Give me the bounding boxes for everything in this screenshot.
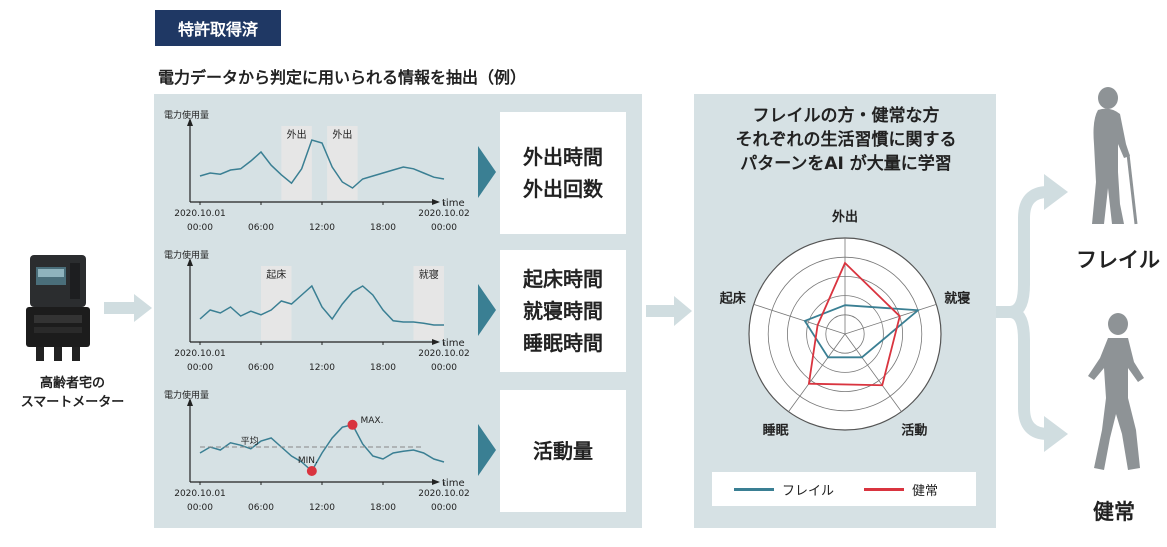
- series-line: [199, 284, 444, 326]
- meter-label-line2: スマートメーター: [20, 395, 125, 410]
- ai-title-line2: それぞれの生活習慣に関する: [735, 130, 957, 150]
- radar-legend: フレイル 健常: [712, 472, 976, 506]
- radar-spoke: [844, 303, 937, 335]
- x-axis-arrow: [432, 479, 440, 485]
- highlight-region: [281, 126, 312, 200]
- line-chart-3: 電力使用量 time 2020.10.01 00:00 06:00 12:00 18:00 2…: [164, 389, 470, 513]
- max-point: [347, 419, 358, 430]
- x-tick-date: 2020.10.02: [418, 209, 470, 219]
- radar-spoke: [788, 333, 846, 412]
- x-tick-time: 18:00: [370, 503, 396, 513]
- x-axis-arrow: [432, 199, 440, 205]
- x-tick-time: 06:00: [248, 503, 274, 513]
- radar-axis-label: 就寝: [944, 291, 970, 307]
- ai-title-line1: フレイルの方・健常な方: [752, 106, 940, 126]
- section-subtitle: 電力データから判定に用いられる情報を抽出（例）: [158, 68, 527, 87]
- radar-spoke: [753, 303, 846, 335]
- x-axis-label: time: [442, 198, 465, 209]
- output-wake-time: 起床時間: [523, 267, 603, 291]
- x-tick-time: 12:00: [309, 223, 335, 233]
- chevron-right-icon: [478, 284, 496, 336]
- legend-swatch-frail: [734, 488, 774, 491]
- fork-arrow-icon: [996, 174, 1068, 452]
- x-tick-time: 18:00: [370, 223, 396, 233]
- x-tick-date: 2020.10.01: [174, 209, 226, 219]
- chevron-right-icon: [478, 424, 496, 476]
- x-tick-time: 12:00: [309, 363, 335, 373]
- radar-spoke: [844, 333, 902, 412]
- meter-label: 高齢者宅の スマートメーター: [0, 374, 145, 412]
- x-axis-label: time: [442, 478, 465, 489]
- runner-icon: [1088, 313, 1144, 470]
- x-tick-date: 2020.10.02: [418, 489, 470, 499]
- arrow-right-icon: [646, 296, 692, 326]
- x-tick-time: 06:00: [248, 363, 274, 373]
- min-point: [306, 466, 317, 476]
- arrow-right-icon: [104, 294, 152, 322]
- radar-axis-label: 外出: [831, 209, 858, 225]
- x-tick-time: 12:00: [309, 503, 335, 513]
- smart-meter-icon: [26, 255, 90, 361]
- y-axis-arrow: [187, 398, 193, 406]
- legend-label-frail: フレイル: [782, 484, 835, 499]
- x-tick-time: 00:00: [431, 503, 457, 513]
- x-tick-time: 18:00: [370, 363, 396, 373]
- radar-series: [803, 304, 921, 359]
- series-line: [199, 423, 445, 473]
- radar-axis-label: 活動: [901, 422, 927, 438]
- output-sleep-time: 睡眠時間: [523, 331, 603, 355]
- highlight-label: 外出: [287, 128, 307, 141]
- elderly-person-icon: [1092, 87, 1138, 225]
- ai-panel-title: フレイルの方・健常な方 それぞれの生活習慣に関する パターンをAI が大量に学習: [700, 104, 992, 176]
- result-healthy: 健常: [1093, 500, 1135, 524]
- output-box-sleep: 起床時間 就寝時間 睡眠時間: [500, 250, 626, 372]
- max-label: MAX.: [361, 416, 384, 426]
- x-tick-date: 2020.10.01: [174, 349, 226, 359]
- series-line: [199, 139, 445, 189]
- legend-label-healthy: 健常: [912, 484, 939, 499]
- x-axis-arrow: [432, 339, 440, 345]
- highlight-label: 就寝: [419, 268, 439, 281]
- highlight-label: 外出: [332, 128, 352, 141]
- output-box-activity: 活動量: [500, 390, 626, 512]
- output-activity: 活動量: [533, 439, 593, 463]
- output-outing-count: 外出回数: [523, 177, 603, 201]
- meter-label-line1: 高齢者宅の: [39, 376, 105, 391]
- chart-ylabel: 電力使用量: [164, 109, 209, 121]
- output-outing-time: 外出時間: [523, 145, 603, 169]
- x-tick-time: 00:00: [187, 363, 213, 373]
- radar-axis-label: 起床: [719, 291, 747, 307]
- x-tick-time: 00:00: [431, 223, 457, 233]
- x-tick-time: 06:00: [248, 223, 274, 233]
- radar-axis-label: 睡眠: [763, 422, 789, 438]
- x-tick-time: 00:00: [187, 223, 213, 233]
- min-label: MIN.: [298, 456, 318, 466]
- chart-ylabel: 電力使用量: [164, 249, 209, 261]
- x-axis-label: time: [442, 338, 465, 349]
- result-frail: フレイル: [1076, 248, 1160, 272]
- radar-series: [807, 261, 901, 387]
- x-tick-time: 00:00: [431, 363, 457, 373]
- ai-title-line3: パターンをAI が大量に学習: [740, 154, 952, 174]
- average-label: 平均: [241, 435, 259, 447]
- output-box-outing: 外出時間 外出回数: [500, 112, 626, 234]
- chevron-right-icon: [478, 146, 496, 198]
- chart-ylabel: 電力使用量: [164, 389, 209, 401]
- highlight-region: [413, 266, 444, 340]
- output-bedtime: 就寝時間: [523, 299, 603, 323]
- x-tick-date: 2020.10.02: [418, 349, 470, 359]
- y-axis-arrow: [187, 118, 193, 126]
- x-tick-date: 2020.10.01: [174, 489, 226, 499]
- highlight-label: 起床: [266, 268, 286, 281]
- x-tick-time: 00:00: [187, 503, 213, 513]
- y-axis-arrow: [187, 258, 193, 266]
- legend-swatch-healthy: [864, 488, 904, 491]
- patent-badge: 特許取得済: [155, 10, 281, 46]
